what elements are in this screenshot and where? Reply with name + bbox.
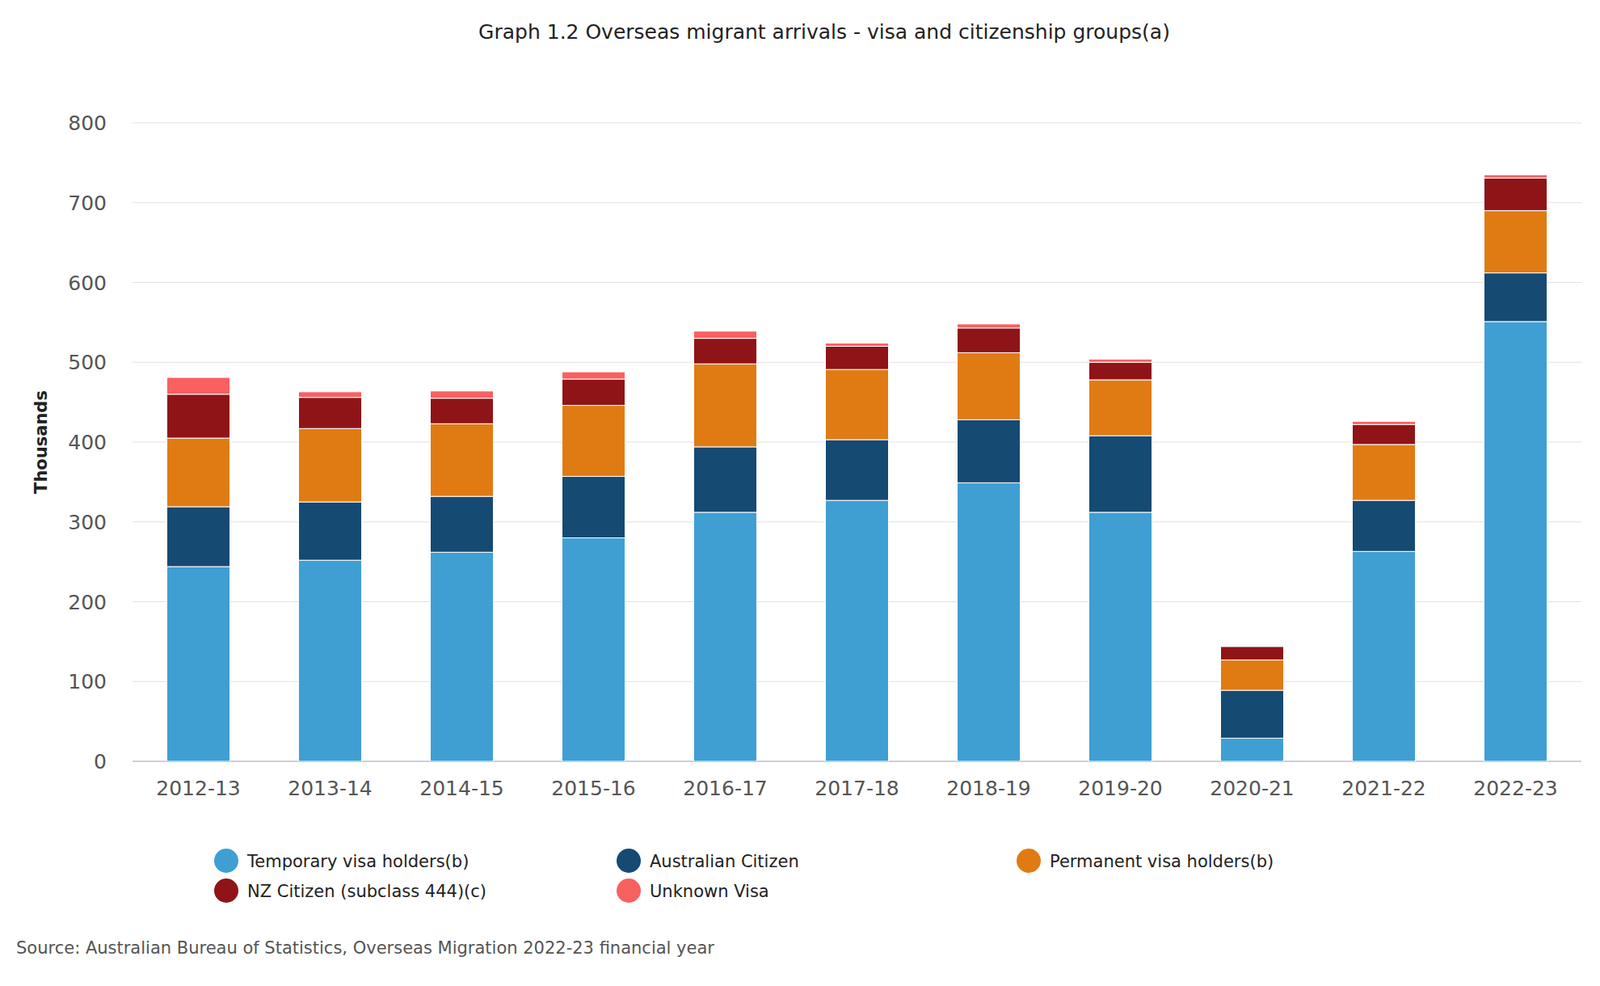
bar-segment	[825, 343, 889, 347]
bar-segment	[1484, 273, 1548, 322]
bar-segment	[430, 551, 494, 762]
legend-swatch	[214, 878, 239, 903]
legend-swatch	[616, 848, 641, 873]
y-tick-label: 100	[67, 669, 107, 694]
source-note: Source: Australian Bureau of Statistics,…	[16, 938, 715, 958]
bar-segment	[1352, 424, 1416, 445]
x-tick-label: 2017-18	[814, 776, 899, 800]
x-tick-label: 2021-22	[1341, 776, 1426, 800]
x-tick-label: 2019-20	[1077, 776, 1163, 800]
bar-segment	[562, 378, 626, 406]
legend-swatch	[1016, 848, 1041, 873]
bar-segment	[694, 338, 758, 365]
bar-segment	[957, 352, 1021, 420]
x-tick-label: 2018-19	[946, 776, 1031, 800]
bar-segment	[430, 391, 494, 399]
grid-line	[132, 202, 1582, 203]
bar-segment	[1352, 500, 1416, 552]
x-tick-label: 2022-23	[1473, 776, 1558, 800]
bar-segment	[562, 538, 626, 763]
x-tick-label: 2020-21	[1209, 776, 1294, 800]
bar-segment	[1089, 358, 1153, 363]
x-tick-label: 2016-17	[682, 776, 767, 800]
y-tick-label: 600	[67, 271, 107, 295]
y-tick-label: 500	[67, 350, 107, 375]
bars	[167, 174, 1548, 762]
bar-segment	[167, 377, 231, 395]
y-tick-label: 700	[67, 191, 107, 215]
bar-segment	[1089, 435, 1153, 513]
bar-segment	[298, 428, 363, 502]
bar-segment	[1484, 174, 1548, 178]
bar-segment	[430, 398, 494, 425]
grid-line	[132, 282, 1582, 283]
bar-segment	[694, 446, 758, 513]
bar-segment	[825, 439, 889, 501]
bar-segment	[298, 397, 363, 430]
y-tick-label: 400	[67, 430, 107, 455]
bar-segment	[167, 506, 231, 567]
bar-segment	[167, 437, 231, 507]
bar-segment	[1352, 421, 1416, 425]
x-tick-label: 2012-13	[155, 776, 240, 800]
bar-segment	[957, 482, 1021, 762]
bar-segment	[562, 475, 626, 538]
bar-segment	[957, 324, 1021, 329]
legend-swatch	[616, 878, 641, 903]
bar-segment	[1221, 644, 1285, 647]
bar-segment	[825, 369, 889, 440]
y-tick-label: 200	[67, 590, 107, 615]
legend-label: Temporary visa holders(b)	[246, 851, 469, 872]
bar-segment	[1221, 737, 1285, 762]
bar-segment	[167, 566, 231, 762]
grid-line	[132, 122, 1582, 124]
bar-segment	[1484, 321, 1548, 762]
y-tick-label: 0	[93, 749, 107, 774]
bar-segment	[1484, 210, 1548, 274]
bar-segment	[298, 391, 363, 398]
bar-segment	[694, 363, 758, 447]
legend-label: Australian Citizen	[649, 851, 800, 872]
bar-segment	[825, 500, 889, 762]
bar-segment	[1484, 177, 1548, 211]
bar-segment	[430, 423, 494, 497]
bar-segment	[298, 560, 363, 762]
bar-segment	[562, 371, 626, 379]
legend-label: NZ Citizen (subclass 444)(c)	[247, 881, 487, 902]
bar-segment	[825, 346, 889, 371]
bar-segment	[1221, 660, 1285, 691]
bar-segment	[1221, 690, 1285, 738]
y-axis-label: Thousands	[31, 390, 51, 494]
legend-label: Permanent visa holders(b)	[1049, 851, 1274, 872]
x-tick-label: 2013-14	[287, 776, 372, 800]
bar-segment	[562, 405, 626, 477]
bar-segment	[167, 394, 231, 438]
bar-segment	[1089, 362, 1153, 380]
bar-segment	[957, 328, 1021, 354]
legend-swatch	[214, 848, 239, 873]
bar-segment	[694, 331, 758, 339]
x-tick-label: 2015-16	[551, 776, 636, 800]
y-tick-label: 300	[67, 510, 107, 535]
bar-segment	[1352, 444, 1416, 501]
y-tick-label: 800	[67, 111, 107, 135]
bar-segment	[1089, 379, 1153, 436]
bar-segment	[1089, 512, 1153, 762]
bar-segment	[957, 419, 1021, 483]
x-tick-label: 2014-15	[419, 776, 504, 800]
legend-label: Unknown Visa	[649, 881, 770, 902]
bar-segment	[694, 512, 758, 762]
bar-segment	[298, 501, 363, 560]
bar-segment	[1352, 551, 1416, 762]
chart-title: Graph 1.2 Overseas migrant arrivals - vi…	[478, 20, 1171, 44]
bar-segment	[430, 496, 494, 552]
bar-segment	[1221, 646, 1285, 661]
